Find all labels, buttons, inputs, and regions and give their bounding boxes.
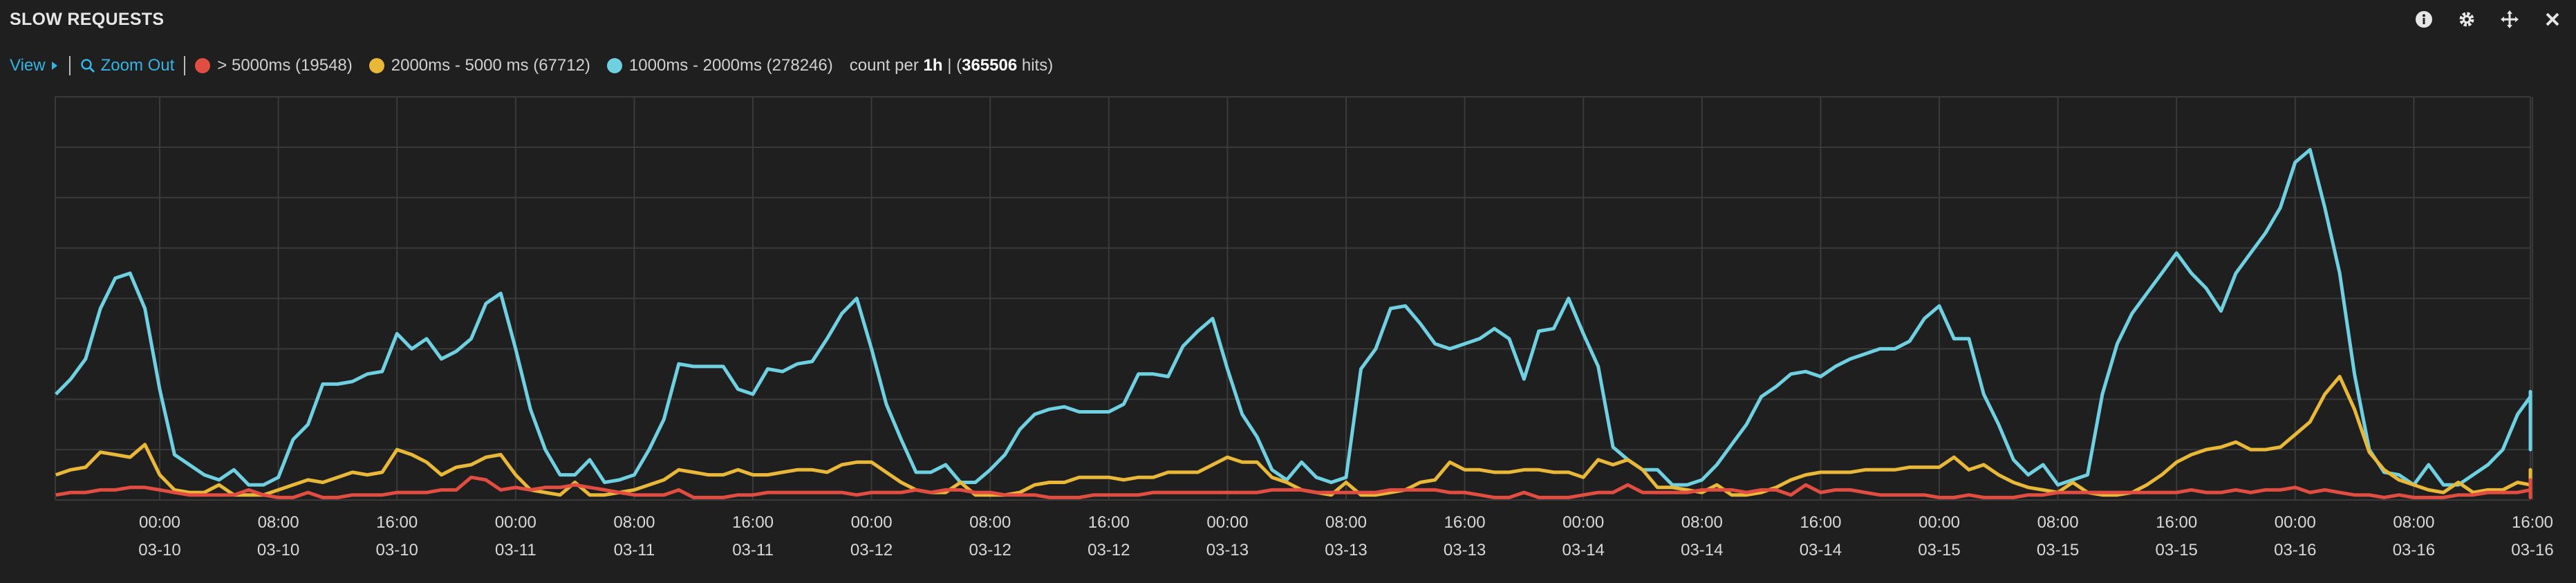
- x-tick-date: 03-12: [850, 541, 893, 559]
- x-tick-time: 08:00: [2393, 513, 2434, 532]
- x-tick-date: 03-16: [2274, 541, 2316, 559]
- x-tick-date: 03-13: [1206, 541, 1249, 559]
- view-label: View: [10, 56, 46, 75]
- x-tick-date: 03-16: [2393, 541, 2435, 559]
- view-menu[interactable]: View: [10, 56, 59, 75]
- x-tick-date: 03-15: [1918, 541, 1960, 559]
- x-tick-time: 08:00: [613, 513, 655, 532]
- panel-toolbar: View Zoom Out > 5000ms (19548) 2000ms - …: [10, 53, 1053, 78]
- x-tick-date: 03-10: [257, 541, 299, 559]
- x-tick-time: 16:00: [1444, 513, 1486, 532]
- x-tick-date: 03-15: [2156, 541, 2198, 559]
- series-line-2000-5000ms: [55, 375, 2532, 497]
- total-hits: 365506: [962, 56, 1018, 75]
- info-icon[interactable]: [2414, 10, 2434, 29]
- x-tick-date: 03-15: [2037, 541, 2079, 559]
- search-icon: [80, 59, 95, 73]
- count-interval: 1h: [923, 56, 943, 75]
- zoom-out-label: Zoom Out: [100, 56, 175, 75]
- divider: [184, 56, 186, 75]
- x-tick-date: 03-14: [1681, 541, 1723, 559]
- legend-item-2000-5000ms[interactable]: 2000ms - 5000 ms (67712): [368, 56, 590, 75]
- x-tick-time: 00:00: [139, 513, 180, 532]
- x-tick-time: 00:00: [1919, 513, 1960, 532]
- panel-title: SLOW REQUESTS: [10, 10, 165, 29]
- zoom-out-button[interactable]: Zoom Out: [80, 56, 175, 75]
- x-tick-time: 16:00: [1088, 513, 1130, 532]
- x-tick-time: 16:00: [376, 513, 418, 532]
- x-tick-time: 08:00: [1325, 513, 1367, 532]
- series-line-over-5000ms: [55, 475, 2532, 499]
- x-tick-time: 08:00: [2037, 513, 2079, 532]
- x-tick-date: 03-14: [1800, 541, 1842, 559]
- move-icon[interactable]: [2500, 10, 2519, 29]
- x-tick-date: 03-10: [138, 541, 180, 559]
- legend-label: 1000ms - 2000ms (278246): [628, 56, 833, 75]
- x-tick-date: 03-13: [1444, 541, 1486, 559]
- series-layer: [55, 148, 2532, 499]
- grid: [55, 96, 2533, 501]
- caret-right-icon: [51, 62, 57, 70]
- x-tick-time: 00:00: [1206, 513, 1248, 532]
- legend-item-1000-2000ms[interactable]: 1000ms - 2000ms (278246): [606, 56, 833, 75]
- x-tick-date: 03-10: [376, 541, 418, 559]
- x-tick-time: 16:00: [2512, 513, 2553, 532]
- series-line-1000-2000ms: [55, 148, 2532, 487]
- x-tick-date: 03-12: [969, 541, 1011, 559]
- legend-label: > 5000ms (19548): [217, 56, 353, 75]
- gear-icon[interactable]: [2457, 10, 2476, 29]
- x-tick-time: 00:00: [2275, 513, 2316, 532]
- close-icon[interactable]: [2543, 10, 2562, 29]
- x-tick-date: 03-14: [1562, 541, 1605, 559]
- x-tick-time: 08:00: [258, 513, 299, 532]
- x-tick-time: 16:00: [1800, 513, 1841, 532]
- x-tick-time: 08:00: [1681, 513, 1723, 532]
- x-tick-time: 00:00: [495, 513, 536, 532]
- x-tick-date: 03-13: [1325, 541, 1367, 559]
- x-tick-date: 03-11: [732, 541, 774, 559]
- divider: [68, 56, 71, 75]
- hits-suffix: hits: [1021, 56, 1048, 75]
- x-tick-date: 03-11: [495, 541, 536, 559]
- x-tick-time: 00:00: [851, 513, 893, 532]
- count-prefix: count per: [849, 56, 919, 75]
- legend-color-dot: [368, 58, 384, 73]
- x-tick-time: 08:00: [969, 513, 1011, 532]
- x-tick-date: 03-16: [2511, 541, 2553, 559]
- legend-item-over-5000ms[interactable]: > 5000ms (19548): [195, 56, 353, 75]
- count-summary: count per 1h | (365506 hits): [849, 56, 1054, 75]
- legend-color-dot: [195, 58, 211, 73]
- panel-tools: [2414, 10, 2562, 29]
- x-tick-date: 03-12: [1088, 541, 1130, 559]
- x-axis: 00:00 03-10 08:00 03-10 16:00 03-10 00:00 03-11…: [138, 513, 2553, 559]
- x-tick-time: 16:00: [732, 513, 774, 532]
- x-tick-date: 03-11: [614, 541, 655, 559]
- x-tick-time: 00:00: [1562, 513, 1604, 532]
- legend-color-dot: [606, 58, 622, 73]
- legend-label: 2000ms - 5000 ms (67712): [391, 56, 590, 75]
- x-tick-time: 16:00: [2156, 513, 2197, 532]
